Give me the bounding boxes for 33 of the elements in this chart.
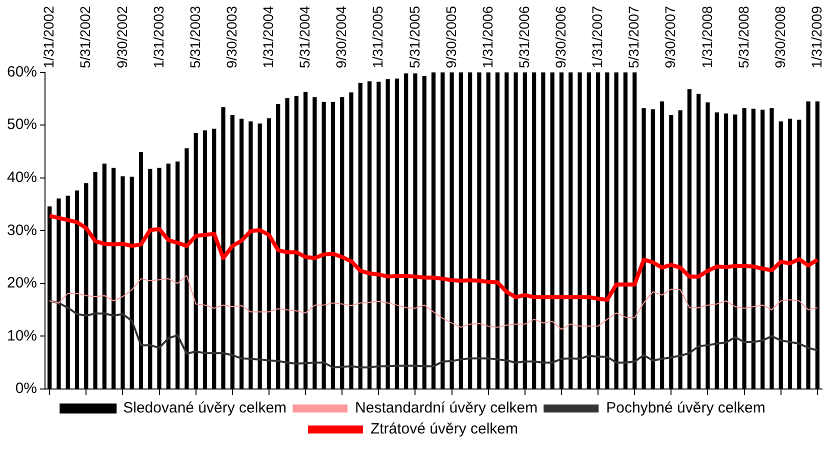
- x-tick-label: 9/30/2008: [772, 6, 788, 68]
- legend-label: Ztrátové úvěry celkem: [370, 420, 518, 438]
- x-tick-label: 9/30/2003: [223, 6, 240, 68]
- x-tick-label: 5/31/2002: [77, 6, 94, 68]
- x-tick-label: 9/30/2006: [552, 6, 569, 68]
- x-tick-label: 9/30/2005: [442, 6, 459, 68]
- x-tick-label: 1/31/2008: [698, 6, 715, 68]
- y-tick-label: 60%: [6, 63, 38, 80]
- x-tick-label: 1/31/2006: [479, 6, 496, 68]
- x-tick-label: 5/31/2005: [406, 6, 422, 68]
- x-tick-label: 5/31/2008: [735, 6, 752, 68]
- x-tick-label: 1/31/2009: [808, 6, 824, 68]
- x-tick-label: 1/31/2004: [260, 6, 276, 68]
- y-tick-label: 30%: [6, 222, 38, 239]
- x-tick-label: 1/31/2007: [589, 6, 606, 68]
- legend-label: Pochybné úvěry celkem: [606, 400, 766, 417]
- y-tick-label: 50%: [6, 116, 38, 134]
- x-tick-label: 1/31/2005: [370, 6, 386, 68]
- x-tick-label: 9/30/2002: [114, 6, 130, 68]
- legend-label: Nestandardní úvěry celkem: [355, 400, 538, 417]
- x-tick-label: 5/31/2004: [296, 6, 313, 68]
- x-tick-label: 5/31/2003: [186, 6, 203, 68]
- x-tick-label: 9/30/2004: [333, 6, 350, 68]
- y-tick-label: 0%: [15, 380, 38, 398]
- x-tick-label: 1/31/2003: [150, 6, 166, 68]
- x-tick-label: 5/31/2006: [516, 6, 532, 68]
- y-tick-label: 40%: [6, 168, 38, 186]
- y-tick-label: 10%: [6, 327, 38, 344]
- x-tick-label: 9/30/2007: [662, 6, 678, 68]
- x-tick-label: 5/31/2007: [626, 6, 642, 68]
- x-tick-label: 1/31/2002: [40, 6, 57, 68]
- legend-label: Sledované úvěry celkem: [123, 400, 287, 417]
- y-tick-label: 20%: [6, 274, 38, 292]
